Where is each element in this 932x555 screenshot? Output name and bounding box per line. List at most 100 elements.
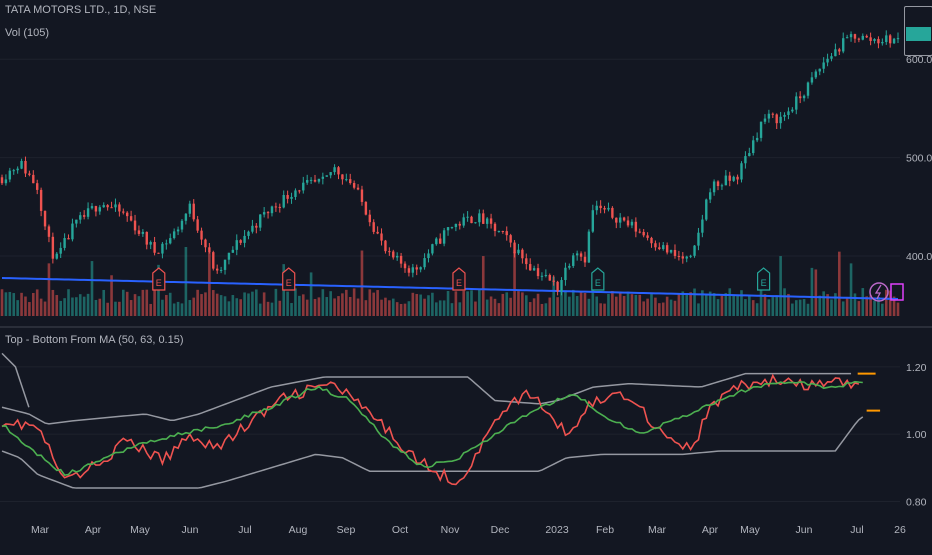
candle bbox=[818, 68, 821, 76]
price-axis-label: 500.00 bbox=[906, 153, 932, 165]
volume-bar bbox=[568, 296, 571, 316]
volume-bar bbox=[896, 302, 900, 316]
candle bbox=[274, 202, 278, 212]
candle-body bbox=[235, 240, 238, 250]
candle bbox=[505, 226, 508, 241]
candle-body bbox=[501, 230, 505, 232]
volume-bar bbox=[587, 298, 591, 316]
candle-body bbox=[388, 251, 391, 253]
candle bbox=[681, 252, 685, 264]
volume-bar bbox=[133, 294, 137, 316]
time-axis-label: Apr bbox=[85, 524, 102, 536]
candle-body bbox=[16, 168, 19, 171]
candle-body bbox=[349, 179, 352, 184]
candle-body bbox=[662, 245, 665, 250]
candle-body bbox=[180, 220, 184, 230]
candle-body bbox=[599, 205, 602, 209]
volume-bar bbox=[532, 298, 536, 316]
candle bbox=[583, 251, 587, 267]
candle-body bbox=[255, 225, 258, 228]
indicator-legend: Top - Bottom From MA (50, 63, 0.15) bbox=[5, 334, 184, 346]
candle-body bbox=[94, 206, 98, 212]
candle-body bbox=[830, 56, 833, 59]
volume-bar bbox=[650, 293, 653, 316]
candle-body bbox=[888, 35, 892, 44]
volume-bar bbox=[591, 290, 595, 316]
candle-body bbox=[736, 176, 739, 180]
ratio-line bbox=[1, 373, 860, 486]
candle-body bbox=[376, 231, 379, 234]
candle bbox=[180, 219, 184, 233]
candle bbox=[161, 242, 164, 259]
candle bbox=[411, 263, 415, 278]
candle-body bbox=[145, 231, 148, 245]
candle bbox=[572, 253, 575, 268]
candle bbox=[141, 229, 145, 237]
candle-body bbox=[658, 247, 661, 250]
candle bbox=[294, 188, 297, 200]
price-axis-label: 600.00 bbox=[906, 54, 932, 66]
candle-body bbox=[865, 35, 868, 38]
candle bbox=[493, 222, 497, 237]
candle bbox=[184, 213, 188, 225]
candle-body bbox=[759, 121, 763, 138]
candle-body bbox=[783, 114, 786, 117]
candle-body bbox=[384, 240, 387, 252]
candle-body bbox=[885, 35, 888, 43]
volume-bar bbox=[395, 302, 399, 316]
lower-band-line bbox=[1, 416, 864, 489]
volume-bar bbox=[454, 291, 458, 316]
candle-body bbox=[802, 95, 806, 99]
candle-body bbox=[231, 249, 235, 253]
candle bbox=[740, 161, 743, 183]
price-axis-label: 400.00 bbox=[906, 251, 932, 263]
candle-body bbox=[716, 181, 720, 187]
time-axis-label: 26 bbox=[894, 524, 906, 536]
candle bbox=[28, 170, 31, 177]
volume-bar bbox=[857, 301, 861, 316]
candle-body bbox=[247, 231, 250, 236]
candle-body bbox=[294, 190, 297, 197]
volume-bar bbox=[474, 301, 477, 316]
candle-body bbox=[204, 239, 207, 248]
candle bbox=[278, 203, 281, 213]
volume-bar bbox=[869, 295, 872, 316]
candle-body bbox=[395, 255, 399, 258]
candle bbox=[114, 198, 117, 212]
candle-body bbox=[32, 174, 35, 184]
candle-body bbox=[740, 163, 743, 180]
candle bbox=[20, 158, 23, 170]
volume-bar bbox=[838, 251, 841, 316]
volume-bar bbox=[524, 295, 528, 316]
candle-body bbox=[744, 156, 747, 164]
candle-body bbox=[466, 216, 469, 218]
volume-bar bbox=[583, 292, 587, 316]
candle-body bbox=[423, 258, 426, 268]
candle bbox=[423, 253, 426, 270]
volume-bar bbox=[614, 296, 618, 316]
candle bbox=[517, 243, 520, 255]
candle bbox=[497, 230, 501, 233]
volume-bar bbox=[881, 303, 884, 316]
candle-body bbox=[137, 230, 141, 234]
candle bbox=[771, 112, 774, 119]
candle-body bbox=[345, 179, 348, 181]
candle bbox=[219, 266, 223, 274]
volume-bar bbox=[266, 301, 270, 316]
candle bbox=[650, 236, 653, 248]
volume-bar bbox=[708, 291, 712, 316]
volume-bar bbox=[345, 289, 348, 316]
candle bbox=[212, 250, 215, 271]
time-axis-label: Jul bbox=[238, 524, 251, 536]
candle-body bbox=[845, 37, 849, 39]
candle-body bbox=[86, 208, 90, 217]
candle-body bbox=[583, 256, 587, 263]
candle-body bbox=[677, 255, 681, 257]
volume-bar bbox=[458, 302, 462, 316]
volume-ma-line bbox=[1, 277, 899, 300]
candle-body bbox=[810, 77, 814, 83]
candle bbox=[521, 248, 524, 264]
candle bbox=[329, 172, 332, 179]
candle bbox=[102, 202, 105, 208]
